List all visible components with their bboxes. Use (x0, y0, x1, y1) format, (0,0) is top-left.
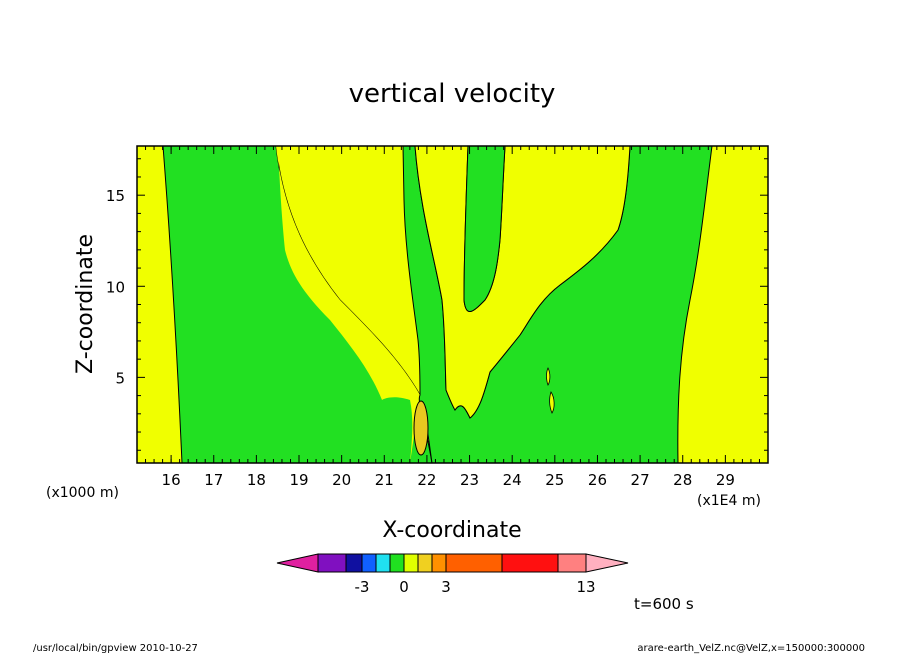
colorbar-arrow-low (276, 553, 319, 573)
colorbar-arrow-high (585, 553, 629, 573)
footer-left: /usr/local/bin/gpview 2010-10-27 (33, 643, 198, 654)
colorbar-labels: -3 0 3 13 (355, 578, 596, 596)
plot-area: 16 17 18 19 20 21 22 23 24 25 26 27 28 29 5 10 15 (106, 145, 769, 489)
x-tick-label: 16 (162, 471, 181, 489)
colorbar-segment (345, 553, 363, 573)
y-axis-label: Z-coordinate (73, 234, 98, 374)
x-tick-label: 18 (247, 471, 266, 489)
contour-region-positive-core (413, 400, 429, 456)
footer-right: arare-earth_VelZ.nc@VelZ,x=150000:300000 (637, 643, 865, 654)
x-tick-label: 28 (673, 471, 692, 489)
colorbar-segment (375, 553, 391, 573)
colorbar (276, 553, 629, 573)
colorbar-segment (501, 553, 559, 573)
contour-region-positive-tongue (276, 146, 420, 463)
y-tick-label: 10 (106, 278, 125, 296)
y-axis-ticks: 5 10 15 (106, 158, 768, 451)
time-label: t=600 s (634, 595, 694, 613)
x-tick-label: 23 (460, 471, 479, 489)
colorbar-segment (431, 553, 447, 573)
x-tick-label: 20 (332, 471, 351, 489)
x-axis-label: X-coordinate (382, 518, 521, 543)
x-tick-label: 27 (631, 471, 650, 489)
x-tick-label: 25 (545, 471, 564, 489)
x-tick-label: 24 (503, 471, 522, 489)
x-tick-label: 19 (289, 471, 308, 489)
colorbar-segment (403, 553, 419, 573)
x-units-left: (x1000 m) (46, 485, 119, 501)
colorbar-segment (557, 553, 587, 573)
x-tick-label: 17 (204, 471, 223, 489)
x-tick-label: 26 (588, 471, 607, 489)
x-axis-ticks: 16 17 18 19 20 21 22 23 24 25 26 27 28 29 (145, 146, 760, 489)
y-tick-label: 5 (115, 369, 125, 387)
colorbar-segment (389, 553, 405, 573)
colorbar-label: 3 (441, 578, 451, 596)
colorbar-label: 13 (576, 578, 595, 596)
x-tick-label: 29 (716, 471, 735, 489)
contour-region-negative-notch (463, 146, 506, 312)
chart-title: vertical velocity (349, 79, 556, 109)
x-units-right: (x1E4 m) (697, 493, 761, 509)
contour-speck (546, 367, 551, 386)
colorbar-segment (317, 553, 347, 573)
colorbar-segment (417, 553, 433, 573)
colorbar-label: 0 (399, 578, 409, 596)
colorbar-segment (361, 553, 377, 573)
y-tick-label: 15 (106, 187, 125, 205)
colorbar-segment (445, 553, 503, 573)
colorbar-label: -3 (355, 578, 370, 596)
x-tick-label: 22 (417, 471, 436, 489)
x-tick-label: 21 (375, 471, 394, 489)
contour-speck (549, 391, 555, 414)
